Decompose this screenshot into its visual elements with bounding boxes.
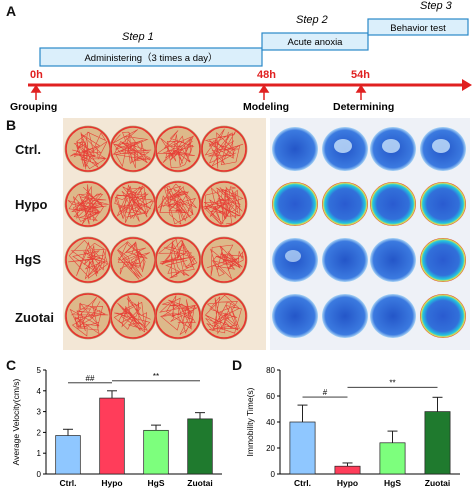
heatmap-plot	[272, 182, 318, 226]
step-1-box	[39, 47, 263, 67]
behavior-image-grid	[63, 118, 470, 350]
bar	[424, 411, 451, 475]
track-plot	[64, 125, 112, 173]
bar	[143, 429, 169, 475]
x-tick-label: HgS	[384, 478, 401, 488]
x-tick-label: Hypo	[101, 478, 122, 488]
heatmap-plot	[370, 294, 416, 338]
track-plot	[154, 180, 202, 228]
step-2-box	[261, 32, 369, 51]
significance-label: #	[323, 388, 328, 397]
y-tick-label: 40	[266, 418, 275, 427]
y-tick-label: 4	[37, 387, 42, 396]
track-plot	[200, 180, 248, 228]
heatmap-plot	[370, 182, 416, 226]
y-tick-label: 3	[37, 408, 42, 417]
step-3-box	[367, 18, 469, 36]
track-plot	[109, 125, 157, 173]
heatmap-plot	[272, 238, 318, 282]
significance-label: **	[389, 378, 395, 387]
immobility-bar-chart: 0 20 40 60 80 Immobility Time(s) Ctrl. Hypo HgS Z…	[245, 366, 460, 488]
bar	[379, 442, 406, 475]
y-tick-label: 1	[37, 449, 42, 458]
time-48h: 48h	[257, 69, 276, 81]
time-0h: 0h	[30, 69, 43, 81]
panel-letter-b: B	[6, 117, 17, 133]
heatmap-plot	[420, 238, 466, 282]
step-1-title: Step 1	[122, 31, 154, 43]
bar	[187, 418, 213, 475]
panel-letter-a: A	[6, 3, 17, 19]
y-tick-label: 20	[266, 444, 275, 453]
significance-label: **	[153, 372, 159, 381]
significance-label: ##	[86, 374, 95, 383]
modeling-arrowhead	[258, 84, 270, 93]
step-1-label: Administering（3 times a day）	[84, 52, 217, 64]
event-determining: Determining	[333, 101, 394, 113]
panel-letter-d: D	[232, 357, 243, 373]
row-label-hgs: HgS	[15, 252, 41, 267]
row-label-hypo: Hypo	[15, 197, 48, 212]
grouping-arrowhead	[30, 84, 42, 93]
heatmap-plot	[272, 294, 318, 338]
bar	[55, 435, 81, 475]
event-modeling: Modeling	[243, 101, 289, 113]
heatmap-plot	[322, 294, 368, 338]
x-tick-label: Zuotai	[187, 478, 213, 488]
x-tick-label: Ctrl.	[60, 478, 77, 488]
step-3-title: Step 3	[420, 0, 453, 12]
determining-arrowhead	[355, 84, 367, 93]
heatmap-plot	[370, 127, 416, 171]
row-label-ctrl: Ctrl.	[15, 142, 41, 157]
track-plot	[109, 236, 157, 284]
heatmap-plot	[322, 182, 368, 226]
step-2-title: Step 2	[296, 14, 328, 26]
heatmap-plot	[322, 127, 368, 171]
bar	[334, 465, 361, 475]
track-plot	[64, 292, 112, 340]
x-tick-label: HgS	[148, 478, 165, 488]
track-plot	[154, 236, 202, 284]
heatmap-plot	[322, 238, 368, 282]
y-tick-label: 60	[266, 392, 275, 401]
track-plot	[200, 236, 248, 284]
step-2-label: Acute anoxia	[288, 37, 344, 48]
track-plot	[200, 125, 248, 173]
x-tick-label: Ctrl.	[294, 478, 311, 488]
y-tick-label: 5	[37, 366, 42, 375]
event-grouping: Grouping	[10, 101, 57, 113]
row-label-zuotai: Zuotai	[15, 310, 54, 325]
heatmap-plot	[370, 238, 416, 282]
time-54h: 54h	[351, 69, 370, 81]
y-axis-label: Immobility Time(s)	[245, 387, 255, 456]
bar	[99, 397, 125, 475]
track-plot	[109, 180, 157, 228]
track-plot	[109, 292, 157, 340]
panel-letter-c: C	[6, 357, 17, 373]
heatmap-plot	[420, 182, 466, 226]
track-plot	[154, 125, 202, 173]
track-plot	[64, 236, 112, 284]
track-plot	[200, 292, 248, 340]
y-tick-label: 0	[271, 470, 276, 479]
y-tick-label: 0	[37, 470, 42, 479]
velocity-bar-chart: 0 1 2 3 4 5 Average Velocity(cm/s) Ctrl. Hypo HgS…	[11, 366, 222, 488]
step-3-label: Behavior test	[390, 23, 446, 34]
heatmap-plot	[420, 127, 466, 171]
bar	[289, 421, 316, 475]
track-plot	[154, 292, 202, 340]
x-tick-label: Hypo	[337, 478, 358, 488]
heatmap-plot	[420, 294, 466, 338]
y-tick-label: 80	[266, 366, 275, 375]
timeline-arrowhead	[462, 79, 472, 91]
x-tick-label: Zuotai	[425, 478, 451, 488]
y-axis-label: Average Velocity(cm/s)	[11, 378, 21, 465]
y-tick-label: 2	[37, 428, 42, 437]
track-plot	[64, 180, 112, 228]
timeline-diagram: Step 1 Step 2 Step 3 Administering（3 tim…	[10, 0, 472, 113]
heatmap-plot	[272, 127, 318, 171]
